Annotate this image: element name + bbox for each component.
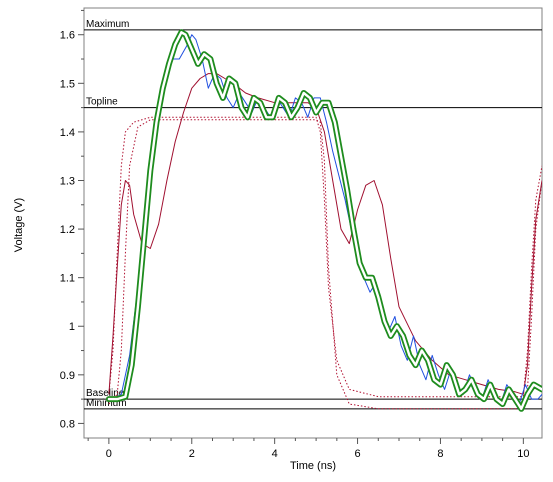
series-5-line-inner: [107, 31, 542, 410]
y-axis: 0.8 0.9 1 1.1 1.2 1.3 1.4 1.5 1.6: [60, 9, 84, 430]
y-tick-label: 1.3: [60, 175, 75, 187]
reference-label-topline: Topline: [86, 97, 118, 108]
x-tick-label: 2: [189, 448, 195, 460]
y-tick-label: 1.4: [60, 127, 75, 139]
x-tick-label: 8: [437, 448, 443, 460]
y-tick-label: 1.2: [60, 224, 75, 236]
x-tick-label: 0: [106, 448, 112, 460]
reference-label-baseline: Baseline: [86, 388, 125, 399]
x-axis: 0 2 4 6 8 10: [87, 438, 529, 460]
series-1-line: [108, 116, 542, 398]
x-tick-label: 4: [272, 448, 278, 460]
y-tick-label: 1: [69, 321, 75, 333]
plot-area: [83, 7, 543, 439]
reference-label-maximum: Maximum: [86, 19, 129, 30]
y-tick-label: 1.1: [60, 273, 75, 285]
x-tick-label: 6: [354, 448, 360, 460]
x-axis-title: Time (ns): [290, 460, 336, 472]
y-tick-label: 0.9: [60, 370, 75, 382]
series-layer: [105, 29, 542, 412]
y-tick-label: 0.8: [60, 418, 75, 430]
y-tick-label: 1.5: [60, 78, 75, 90]
y-tick-label: 1.6: [60, 30, 75, 42]
reference-label-minimum: Minimum: [86, 398, 127, 409]
x-tick-label: 10: [517, 448, 529, 460]
y-axis-title: Voltage (V): [13, 198, 25, 252]
